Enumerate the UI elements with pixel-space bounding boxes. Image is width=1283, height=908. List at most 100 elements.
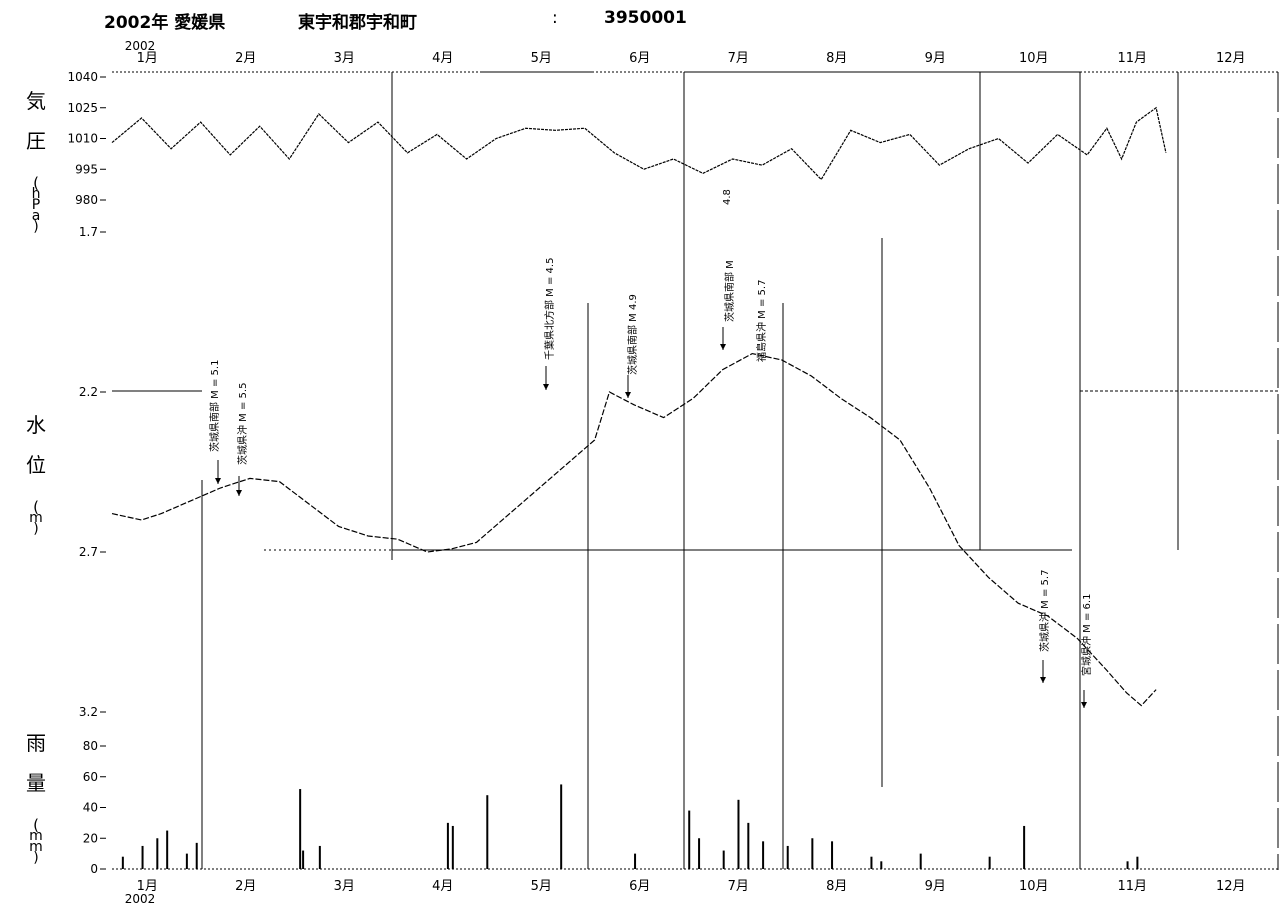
water-level-tick-label: 2.2 bbox=[79, 385, 98, 399]
earthquake-label: 茨城県沖 M = 5.7 bbox=[1038, 570, 1051, 652]
rainfall-bar bbox=[634, 853, 637, 869]
rainfall-bar bbox=[451, 825, 454, 869]
earthquake-label: 宮城県沖 M = 6.1 bbox=[1080, 594, 1093, 676]
pressure-tick-label: 980 bbox=[75, 193, 98, 207]
rainfall-bar bbox=[318, 845, 321, 869]
water-level-tick-label: 3.2 bbox=[79, 705, 98, 719]
rainfall-bar bbox=[688, 810, 691, 869]
rainfall-bar bbox=[302, 850, 305, 869]
month-label-top: 5月 bbox=[531, 51, 552, 66]
earthquake-arrow-head bbox=[215, 478, 221, 484]
rainfall-bar bbox=[919, 853, 922, 869]
rainfall-tick-label: 20 bbox=[83, 831, 98, 845]
rainfall-axis-label: ) bbox=[33, 850, 38, 866]
water-level-series-line bbox=[111, 352, 1157, 707]
earthquake-label: 4.8 bbox=[722, 189, 733, 205]
water-level-axis-label: ( bbox=[33, 498, 39, 516]
year-label-bottom: 2002 bbox=[125, 892, 156, 906]
month-label-top: 1月 bbox=[137, 51, 158, 66]
earthquake-label: 茨城県南部 M bbox=[723, 260, 736, 322]
pressure-axis-label: ) bbox=[33, 219, 38, 235]
rainfall-axis-label: m bbox=[29, 839, 43, 855]
rainfall-bar bbox=[299, 789, 302, 869]
earthquake-arrow-head bbox=[1081, 702, 1087, 708]
rainfall-tick-label: 0 bbox=[90, 862, 98, 876]
month-label-top: 10月 bbox=[1019, 51, 1049, 66]
earthquake-arrow-head bbox=[236, 490, 242, 496]
month-label-bottom: 7月 bbox=[728, 879, 749, 894]
rainfall-bar bbox=[880, 861, 883, 869]
earthquake-label: 茨城県南部 M = 5.1 bbox=[208, 360, 221, 452]
pressure-axis-label: 気 bbox=[26, 89, 46, 113]
pressure-axis-label: P bbox=[32, 197, 40, 213]
year-label-top: 2002 bbox=[125, 39, 156, 53]
rainfall-bar bbox=[747, 822, 750, 869]
month-label-top: 12月 bbox=[1216, 51, 1246, 66]
rainfall-bar bbox=[762, 841, 765, 869]
water-level-axis-label: m bbox=[29, 510, 43, 526]
rainfall-bar bbox=[870, 856, 873, 869]
rainfall-axis-label: ( bbox=[33, 816, 39, 834]
pressure-axis-label: h bbox=[32, 186, 41, 202]
rainfall-bar bbox=[156, 838, 159, 869]
earthquake-arrow-head bbox=[720, 344, 726, 350]
header-location: 東宇和郡宇和町 bbox=[298, 13, 417, 33]
rainfall-bar bbox=[195, 842, 198, 869]
month-label-bottom: 2月 bbox=[235, 879, 256, 894]
month-label-top: 9月 bbox=[925, 51, 946, 66]
pressure-tick-label: 1040 bbox=[67, 70, 98, 84]
pressure-axis-label: a bbox=[32, 208, 41, 224]
month-label-bottom: 11月 bbox=[1117, 879, 1147, 894]
water-level-axis-label: 位 bbox=[26, 453, 46, 477]
month-label-bottom: 3月 bbox=[334, 879, 355, 894]
rainfall-bar bbox=[722, 850, 725, 869]
month-label-top: 7月 bbox=[728, 51, 749, 66]
earthquake-arrow-head bbox=[625, 392, 631, 398]
rainfall-bar bbox=[988, 856, 991, 869]
rainfall-bar bbox=[486, 795, 489, 869]
month-label-bottom: 10月 bbox=[1019, 879, 1049, 894]
month-label-top: 2月 bbox=[235, 51, 256, 66]
earthquake-label: 茨城県沖 M = 5.5 bbox=[236, 383, 249, 465]
pressure-tick-label: 995 bbox=[75, 162, 98, 176]
month-label-bottom: 6月 bbox=[629, 879, 650, 894]
rainfall-bar bbox=[121, 856, 124, 869]
rainfall-bar bbox=[1126, 861, 1129, 869]
pressure-axis-label: 圧 bbox=[26, 129, 46, 153]
month-label-bottom: 1月 bbox=[137, 879, 158, 894]
water-level-tick-label: 1.7 bbox=[79, 225, 98, 239]
rainfall-tick-label: 40 bbox=[83, 801, 98, 815]
rainfall-tick-label: 80 bbox=[83, 739, 98, 753]
rainfall-bar bbox=[811, 838, 814, 869]
header-separator: : bbox=[552, 8, 558, 28]
rainfall-bar bbox=[737, 799, 740, 869]
earthquake-label: 茨城県南部 M 4.9 bbox=[626, 294, 639, 375]
rainfall-bar bbox=[560, 784, 563, 869]
earthquake-arrow-head bbox=[1040, 677, 1046, 683]
rainfall-tick-label: 60 bbox=[83, 770, 98, 784]
header-station-code: 3950001 bbox=[604, 8, 687, 28]
month-label-top: 4月 bbox=[432, 51, 453, 66]
rainfall-bar bbox=[831, 841, 834, 869]
pressure-tick-label: 1025 bbox=[67, 101, 98, 115]
month-label-bottom: 5月 bbox=[531, 879, 552, 894]
pressure-axis-label: ( bbox=[33, 174, 39, 192]
pressure-series-line bbox=[111, 106, 1167, 181]
month-label-top: 11月 bbox=[1117, 51, 1147, 66]
earthquake-label: 千葉県北方部 M = 4.5 bbox=[543, 258, 556, 360]
rainfall-bar bbox=[698, 838, 701, 869]
month-label-top: 6月 bbox=[629, 51, 650, 66]
earthquake-arrow-head bbox=[543, 384, 549, 390]
month-label-top: 3月 bbox=[334, 51, 355, 66]
water-level-axis-label: 水 bbox=[26, 413, 46, 437]
month-label-bottom: 4月 bbox=[432, 879, 453, 894]
rainfall-bar bbox=[1136, 856, 1139, 869]
water-level-tick-label: 2.7 bbox=[79, 545, 98, 559]
rainfall-bar bbox=[786, 845, 789, 869]
month-label-bottom: 9月 bbox=[925, 879, 946, 894]
header-year-prefecture: 2002年 愛媛県 bbox=[104, 13, 226, 33]
rainfall-bar bbox=[166, 830, 169, 869]
month-label-bottom: 8月 bbox=[826, 879, 847, 894]
rainfall-axis-label: 量 bbox=[26, 771, 46, 795]
rainfall-bar bbox=[185, 853, 188, 869]
